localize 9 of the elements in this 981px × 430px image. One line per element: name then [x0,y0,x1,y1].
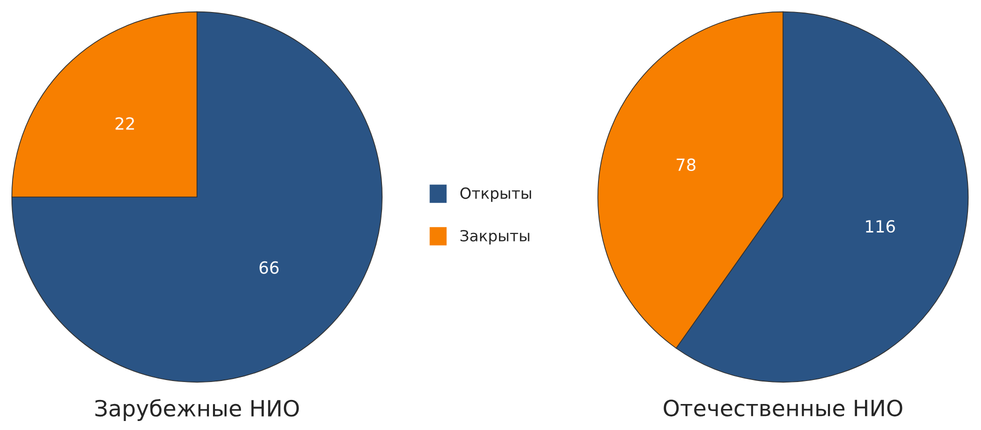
legend-label: Закрыты [460,230,530,244]
data-label: 66 [260,261,279,274]
text: Отечественные НИО [664,400,902,416]
data-label: 78 [676,158,696,171]
text: Зарубежные НИО [95,399,299,421]
data-label: 116 [866,220,895,233]
legend-label: Открыты [460,187,532,202]
pie-slice [11,11,383,383]
data-label: 22 [116,117,134,130]
